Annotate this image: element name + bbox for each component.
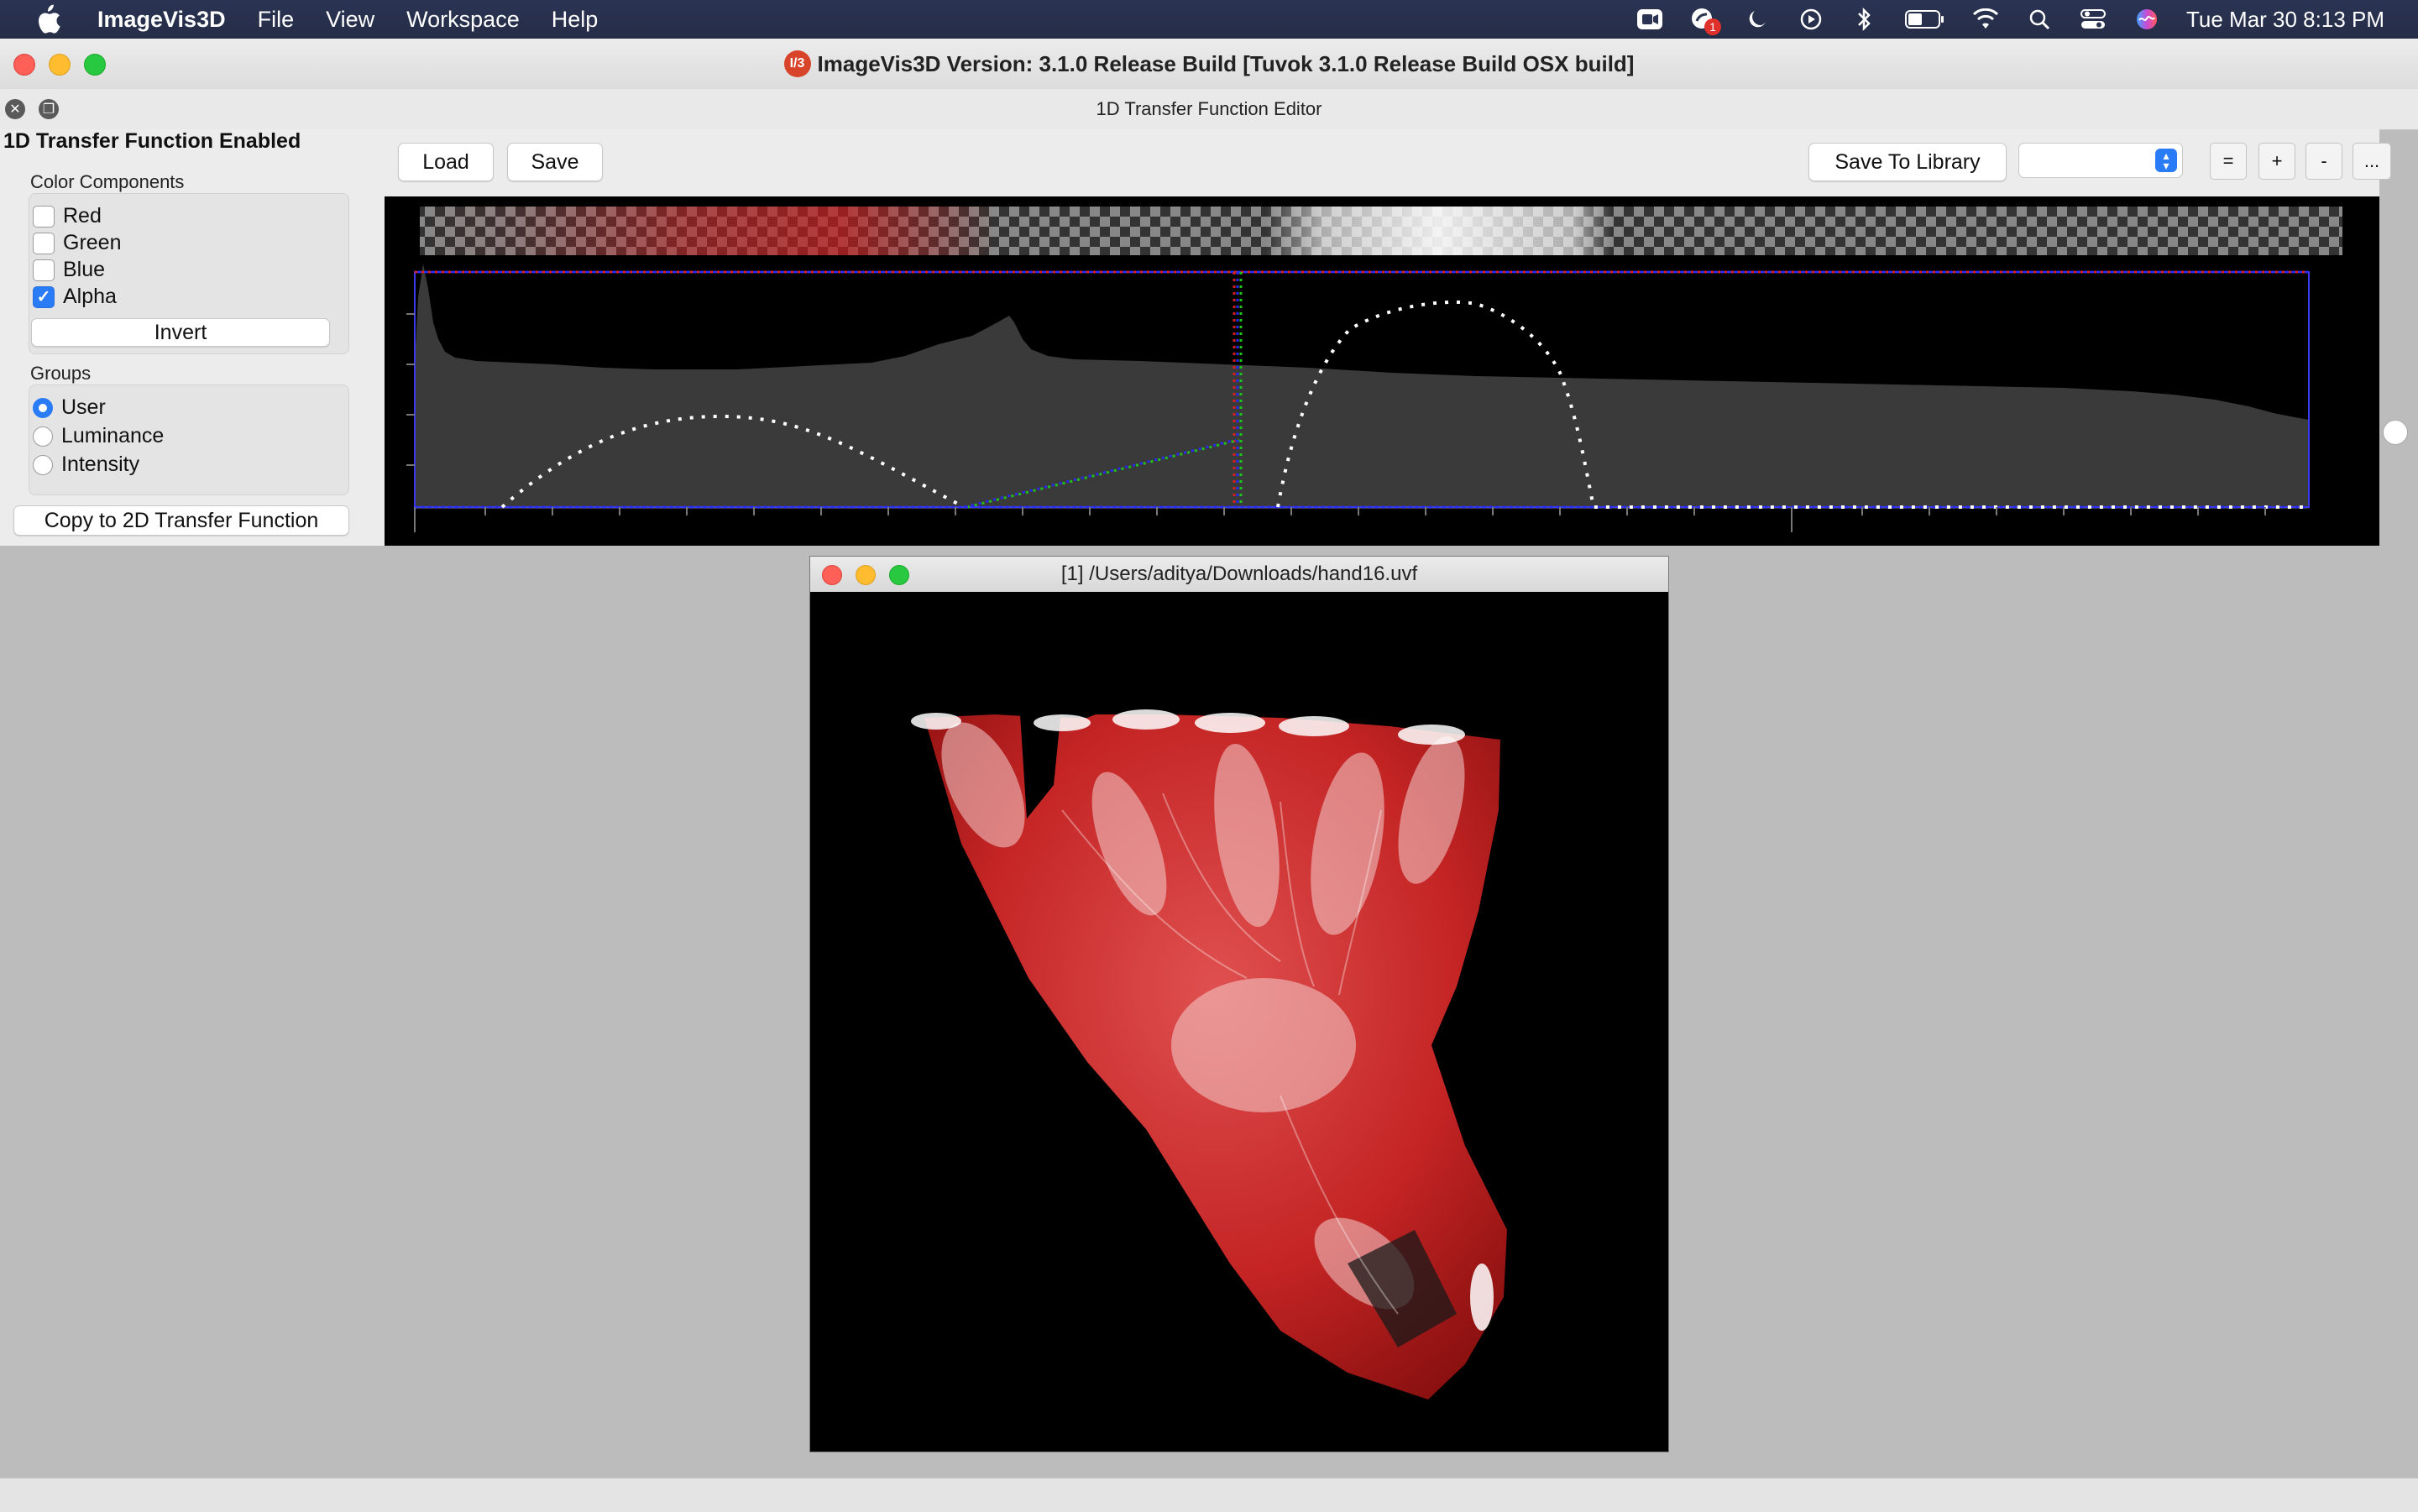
status-bar [0, 1478, 2418, 1512]
play-icon[interactable] [1797, 5, 1825, 34]
alpha-checkbox[interactable]: ✓ [33, 285, 55, 308]
green-checkbox-row[interactable]: Green [29, 231, 121, 255]
blue-label: Blue [63, 258, 106, 281]
dock-close-icon[interactable]: ✕ [5, 99, 25, 119]
render-window-title: [1] /Users/aditya/Downloads/hand16.uvf [1060, 562, 1418, 585]
app-logo: I/3 [783, 50, 811, 77]
render-window-title-bar: [1] /Users/aditya/Downloads/hand16.uvf [810, 557, 1668, 593]
add-button[interactable]: + [2258, 143, 2295, 180]
close-window-button[interactable] [13, 54, 35, 76]
tf-settings-panel: 1D Transfer Function Enabled Color Compo… [0, 129, 385, 546]
luminance-radio-row[interactable]: Luminance [29, 424, 164, 448]
select-arrows-icon: ▴ ▾ [2155, 149, 2177, 172]
tf-colorbar [420, 207, 2342, 255]
zoom-icon[interactable] [1636, 5, 1664, 34]
user-label: User [61, 395, 106, 419]
tf-enabled-label: 1D Transfer Function Enabled [3, 129, 301, 153]
minimize-window-button[interactable] [49, 54, 71, 76]
user-radio[interactable] [33, 397, 53, 418]
search-icon[interactable] [2025, 5, 2054, 34]
menu-workspace[interactable]: Workspace [406, 6, 520, 32]
intensity-label: Intensity [61, 453, 140, 476]
window-title-wrap: I/3 ImageVis3D Version: 3.1.0 Release Bu… [0, 39, 2418, 89]
dock-header: ✕ ❐ 1D Transfer Function Editor [0, 89, 2418, 130]
intensity-radio[interactable] [33, 454, 53, 475]
color-components-group: Red Green Blue ✓ Alpha Invert [29, 193, 349, 354]
hand-volume-render [911, 709, 1507, 1400]
render-close-button[interactable] [822, 565, 842, 585]
more-button[interactable]: ... [2353, 143, 2391, 180]
bluetooth-icon[interactable] [1850, 5, 1879, 34]
blue-checkbox-row[interactable]: Blue [29, 258, 105, 282]
luminance-radio[interactable] [33, 426, 53, 447]
zoom-window-button[interactable] [84, 54, 106, 76]
library-select[interactable]: ▴ ▾ [2018, 143, 2183, 178]
save-to-library-button[interactable]: Save To Library [1808, 143, 2007, 181]
render-zoom-button[interactable] [889, 565, 909, 585]
intensity-radio-row[interactable]: Intensity [29, 453, 139, 477]
green-checkbox[interactable] [33, 232, 55, 254]
tf-axis-ticks [406, 313, 2266, 532]
load-button[interactable]: Load [398, 143, 494, 181]
alpha-label: Alpha [63, 285, 117, 308]
notification-icon[interactable]: 1 [1689, 5, 1721, 35]
color-components-label: Color Components [30, 171, 185, 192]
panel-resize-handle[interactable] [2383, 420, 2408, 445]
volume-render-view[interactable] [810, 592, 1668, 1452]
menu-bar: ImageVis3D File View Workspace Help 1 [0, 0, 2418, 39]
tf-editor: Load Save Save To Library ▴ ▾ = + - ... [385, 129, 2391, 546]
menu-file[interactable]: File [257, 6, 295, 32]
alpha-curve [500, 300, 2309, 509]
luminance-label: Luminance [61, 424, 165, 447]
apple-icon[interactable] [34, 3, 62, 36]
siri-icon[interactable] [2133, 5, 2161, 34]
tf-canvas[interactable] [385, 196, 2379, 546]
remove-button[interactable]: - [2305, 143, 2342, 180]
battery-icon [1904, 5, 1946, 34]
equal-button[interactable]: = [2210, 143, 2247, 180]
groups-group: User Luminance Intensity [29, 385, 349, 495]
menu-help[interactable]: Help [551, 6, 599, 32]
red-checkbox-row[interactable]: Red [29, 204, 102, 228]
save-button[interactable]: Save [507, 143, 603, 181]
user-radio-row[interactable]: User [29, 395, 106, 420]
groups-label: Groups [30, 363, 92, 384]
tf-toolbar: Load Save Save To Library ▴ ▾ = + - ... [385, 129, 2391, 196]
red-label: Red [63, 204, 102, 228]
tf-green-ramp [966, 438, 1240, 509]
render-window: [1] /Users/aditya/Downloads/hand16.uvf [809, 556, 1669, 1452]
app-menu[interactable]: ImageVis3D [97, 6, 226, 32]
dock-float-icon[interactable]: ❐ [39, 99, 59, 119]
clock[interactable]: Tue Mar 30 8:13 PM [2185, 6, 2384, 32]
render-window-controls [822, 565, 909, 585]
invert-button[interactable]: Invert [31, 318, 330, 347]
window-title: ImageVis3D Version: 3.1.0 Release Build … [817, 50, 1635, 76]
dock-title: 1D Transfer Function Editor [1096, 98, 1322, 119]
red-checkbox[interactable] [33, 205, 55, 228]
histogram [415, 264, 2309, 509]
window-controls [13, 54, 106, 76]
tf-plot[interactable] [385, 196, 2379, 546]
green-label: Green [63, 231, 122, 254]
tf-blue-ramp [963, 438, 1237, 509]
copy-to-2d-button[interactable]: Copy to 2D Transfer Function [13, 505, 349, 536]
menu-view[interactable]: View [326, 6, 375, 32]
notification-badge: 1 [1704, 18, 1721, 35]
control-center-icon[interactable] [2079, 5, 2107, 34]
alpha-checkbox-row[interactable]: ✓ Alpha [29, 285, 117, 309]
render-minimize-button[interactable] [856, 565, 876, 585]
wifi-icon[interactable] [1971, 5, 2000, 34]
blue-checkbox[interactable] [33, 259, 55, 281]
moon-icon[interactable] [1743, 5, 1772, 34]
main-title-bar: I/3 ImageVis3D Version: 3.1.0 Release Bu… [0, 39, 2418, 90]
